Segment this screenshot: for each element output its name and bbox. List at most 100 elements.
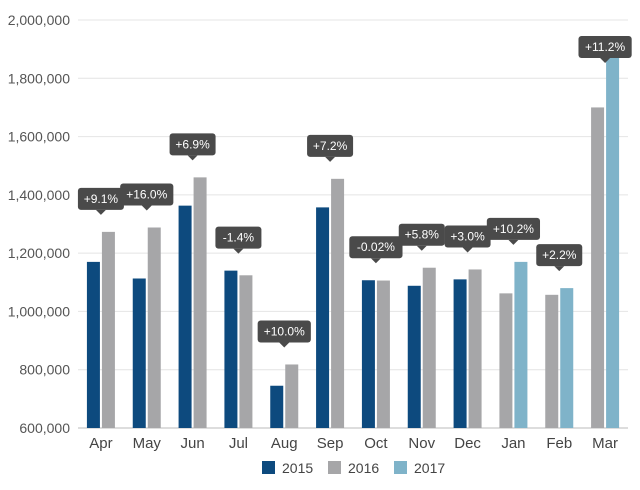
callout-jan: +10.2% [486, 217, 541, 245]
bar-2015-oct [361, 280, 375, 428]
bar-2016-dec [468, 269, 482, 428]
bars [86, 52, 620, 429]
callout-pointer [554, 266, 565, 272]
y-tick-label: 1,400,000 [8, 187, 70, 203]
callout-label: +6.9% [175, 137, 210, 151]
callout-label: +10.0% [264, 324, 305, 338]
callout-label: +11.2% [585, 40, 625, 54]
x-tick-label: Jun [180, 435, 204, 452]
x-tick-label: Apr [89, 435, 112, 452]
callout-box [349, 236, 403, 259]
callout-pointer [95, 209, 106, 215]
callout-may: +16.0% [120, 183, 174, 211]
bar-2016-may [147, 227, 161, 428]
x-tick-label: Mar [592, 435, 618, 452]
callout-apr: +9.1% [77, 187, 124, 215]
callout-label: -1.4% [223, 231, 255, 245]
bar-2016-jun [193, 177, 207, 428]
callout-label: +10.2% [493, 222, 534, 236]
x-tick-label: May [133, 435, 162, 452]
legend-swatch-2015 [262, 461, 275, 474]
bar-2015-may [132, 278, 146, 428]
bar-2015-nov [407, 285, 421, 428]
callout-pointer [416, 245, 427, 251]
legend-label-2017: 2017 [414, 460, 445, 476]
callout-mar: +11.2% [578, 36, 632, 63]
bar-2015-jul [224, 270, 238, 428]
callout-label: +5.8% [405, 228, 440, 242]
bar-2016-jul [239, 275, 253, 428]
y-tick-label: 2,000,000 [8, 12, 70, 28]
callout-box [257, 320, 311, 343]
callout-pointer [462, 247, 473, 253]
callout-label: +7.2% [313, 139, 348, 153]
x-tick-label: Nov [408, 435, 435, 452]
bar-2015-jun [178, 205, 192, 428]
legend-swatch-2017 [394, 461, 407, 474]
callout-box [120, 183, 174, 206]
legend-swatch-2016 [328, 461, 341, 474]
y-tick-label: 1,200,000 [8, 245, 70, 261]
bar-2017-jan [514, 261, 528, 428]
callout-jul: -1.4% [215, 226, 262, 254]
x-tick-label: Dec [454, 435, 481, 452]
bar-2016-mar [591, 107, 605, 428]
callout-sep: +7.2% [307, 134, 354, 162]
callout-pointer [187, 155, 198, 161]
x-tick-label: Oct [364, 435, 388, 452]
y-axis-ticks: 600,000 800,000 1,000,000 1,200,000 1,400,00… [8, 12, 71, 436]
callout-label: +2.2% [542, 248, 577, 262]
x-tick-label: Sep [317, 435, 344, 452]
bar-2016-nov [422, 267, 436, 428]
legend: 2015 2016 2017 [262, 460, 445, 476]
bar-2016-oct [376, 280, 390, 428]
callout-box [398, 223, 445, 246]
callout-label: +9.1% [84, 192, 119, 206]
callout-pointer [325, 156, 336, 162]
x-axis-ticks: Apr May Jun Jul Aug Sep Oct Nov Dec Jan Feb Mar [89, 435, 618, 452]
callout-box [77, 187, 124, 210]
y-tick-label: 800,000 [19, 362, 70, 378]
callout-label: +3.0% [450, 229, 485, 243]
bar-2016-aug [285, 364, 299, 428]
bar-2015-dec [453, 279, 467, 428]
callout-pointer [600, 58, 611, 63]
callout-label: +16.0% [126, 187, 167, 201]
callout-box [444, 225, 491, 248]
y-tick-label: 1,800,000 [8, 70, 70, 86]
bar-2015-aug [270, 385, 284, 428]
bar-2016-feb [545, 294, 559, 428]
legend-label-2015: 2015 [282, 460, 313, 476]
y-tick-label: 1,600,000 [8, 129, 70, 145]
callout-label: -0.02% [357, 240, 395, 254]
y-tick-label: 600,000 [19, 420, 70, 436]
x-tick-label: Jul [229, 435, 248, 452]
bar-2015-sep [316, 207, 330, 428]
callout-box [536, 244, 583, 267]
callout-box [578, 36, 632, 58]
bar-2015-apr [86, 261, 100, 428]
callout-aug: +10.0% [257, 320, 311, 348]
callout-pointer [141, 205, 152, 211]
y-tick-label: 1,000,000 [8, 303, 70, 319]
x-tick-label: Aug [271, 435, 298, 452]
callout-box [307, 134, 354, 157]
bar-2016-jan [499, 293, 513, 428]
callout-jun: +6.9% [169, 133, 216, 161]
bar-2016-apr [101, 231, 115, 428]
x-tick-label: Feb [546, 435, 572, 452]
callout-pointer [370, 258, 381, 264]
callout-box [215, 226, 262, 249]
x-tick-label: Jan [501, 435, 525, 452]
callout-feb: +2.2% [536, 244, 583, 272]
bar-2017-feb [560, 288, 574, 428]
callout-pointer [508, 239, 519, 245]
bar-2016-sep [331, 178, 345, 428]
callout-pointer [279, 342, 290, 348]
callout-dec: +3.0% [444, 225, 491, 253]
callout-pointer [233, 248, 244, 254]
callout-box [169, 133, 216, 156]
bar-2017-mar [606, 52, 620, 429]
callout-oct: -0.02% [349, 236, 403, 264]
callout-nov: +5.8% [398, 223, 445, 251]
